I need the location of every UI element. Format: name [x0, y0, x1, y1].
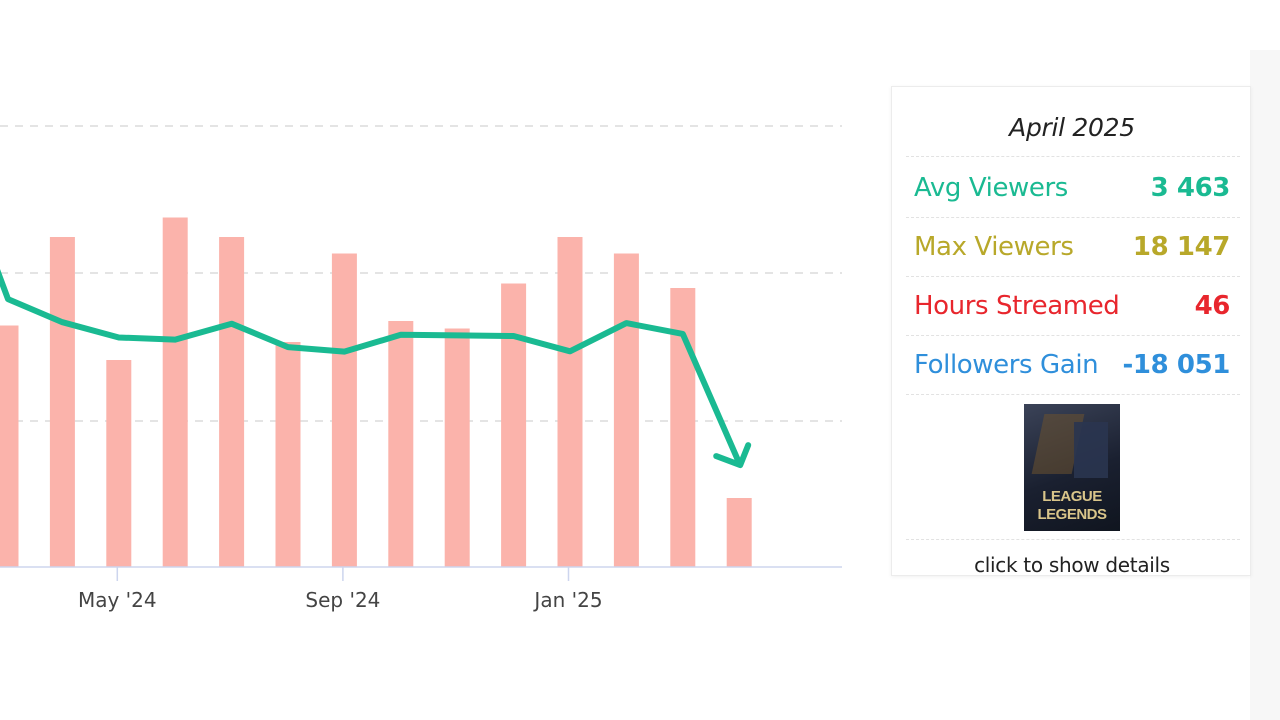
tooltip-title: April 2025 — [1009, 113, 1135, 142]
chart-gridlines — [0, 125, 842, 422]
bar-mark[interactable] — [219, 237, 245, 567]
tooltip-row-label: Hours Streamed — [914, 291, 1120, 321]
tooltip-row-value: 3 463 — [1150, 173, 1231, 203]
tooltip-divider — [906, 335, 1240, 336]
tooltip-row-label: Avg Viewers — [914, 173, 1068, 203]
bar-mark[interactable] — [331, 253, 357, 568]
x-tick-label: May '24 — [78, 588, 157, 612]
game-cover-image[interactable]: LEAGUE LEGENDS — [1024, 404, 1120, 531]
tooltip-row-label: Followers Gain — [914, 350, 1099, 380]
x-tick-label: Jan '25 — [532, 588, 602, 612]
tooltip-panel[interactable]: April 2025 Avg Viewers 3 463 Max Viewers… — [891, 86, 1251, 577]
x-tick-label: Sep '24 — [305, 588, 380, 612]
tooltip-divider — [906, 539, 1240, 540]
bar-mark[interactable] — [162, 217, 188, 568]
tooltip-divider — [906, 276, 1240, 277]
line-series-avg-viewers — [0, 269, 743, 467]
game-logo-text: LEAGUE — [1042, 488, 1102, 505]
x-axis-ticks: May '24 Sep '24 Jan '25 — [78, 567, 603, 612]
cover-art-figure — [1074, 422, 1108, 478]
tooltip-row-max-viewers: Max Viewers 18 147 — [906, 218, 1230, 276]
game-logo-text: LEGENDS — [1037, 506, 1107, 523]
bar-mark[interactable] — [726, 498, 752, 567]
show-details-link[interactable]: click to show details — [974, 553, 1170, 577]
bar-mark[interactable] — [388, 321, 414, 567]
tooltip-row-label: Max Viewers — [914, 232, 1074, 262]
tooltip-row-value: -18 051 — [1122, 350, 1231, 380]
bar-mark[interactable] — [275, 342, 301, 567]
bar-mark[interactable] — [613, 253, 639, 568]
tooltip-divider — [906, 394, 1240, 395]
tooltip-divider — [906, 217, 1240, 218]
bar-mark[interactable] — [444, 328, 470, 568]
tooltip-row-value: 18 147 — [1132, 232, 1231, 262]
bar-mark[interactable] — [106, 360, 132, 567]
tooltip-divider — [906, 156, 1240, 157]
bar-series-hours-streamed — [0, 217, 752, 568]
arrow-head-icon — [713, 442, 752, 469]
right-edge-panel — [1250, 50, 1280, 720]
tooltip-row-hours-streamed: Hours Streamed 46 — [906, 277, 1230, 335]
bar-mark[interactable] — [49, 237, 75, 567]
bar-mark[interactable] — [557, 237, 583, 567]
tooltip-row-followers-gain: Followers Gain -18 051 — [906, 336, 1230, 394]
tooltip-row-value: 46 — [1194, 291, 1231, 321]
bar-mark[interactable] — [501, 283, 527, 568]
bar-mark[interactable] — [0, 325, 19, 568]
tooltip-row-avg-viewers: Avg Viewers 3 463 — [906, 159, 1230, 217]
